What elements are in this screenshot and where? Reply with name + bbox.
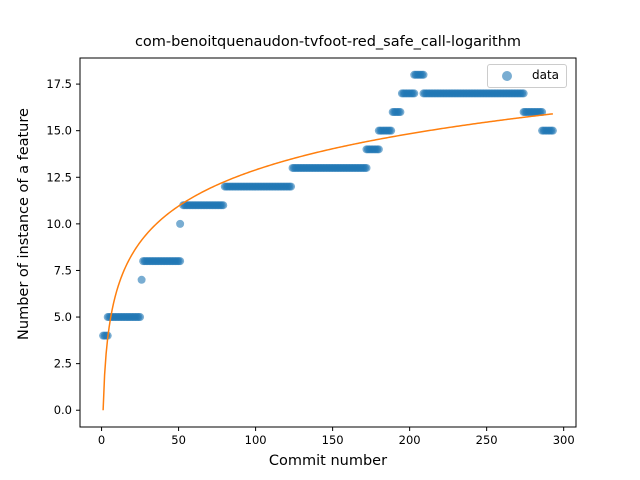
plot-area: [80, 58, 576, 427]
x-tick-label: 200: [399, 433, 421, 447]
x-tick-label: 0: [98, 433, 105, 447]
x-tick-label: 100: [245, 433, 267, 447]
data-point: [137, 275, 146, 284]
x-tick-label: 150: [322, 433, 344, 447]
data-point: [519, 89, 528, 98]
y-tick-label: 0.0: [54, 403, 72, 417]
y-tick-label: 17.5: [46, 77, 72, 91]
x-axis-label: Commit number: [268, 453, 388, 469]
y-tick-label: 2.5: [54, 357, 72, 371]
data-point: [176, 257, 185, 266]
data-point: [362, 163, 371, 172]
y-tick-label: 10.0: [46, 217, 72, 231]
data-points: [99, 70, 557, 340]
y-tick-label: 5.0: [54, 310, 72, 324]
y-tick-label: 12.5: [46, 170, 72, 184]
x-axis-ticks: 0 50 100 150 200 250 300: [98, 427, 575, 447]
axes-border: [79, 57, 577, 428]
data-point: [287, 182, 296, 191]
x-tick-label: 50: [171, 433, 186, 447]
legend-marker-data: [502, 71, 512, 81]
y-tick-label: 15.0: [46, 124, 72, 138]
data-point: [419, 70, 428, 79]
chart-title: com-benoitquenaudon-tvfoot-red_safe_call…: [134, 34, 522, 50]
axes-frame: [79, 57, 577, 428]
data-point: [387, 126, 396, 135]
legend-label-data: data: [532, 68, 560, 82]
data-point: [410, 89, 419, 98]
plot-background: [80, 58, 576, 427]
y-tick-label: 7.5: [54, 263, 72, 277]
data-point: [219, 201, 228, 210]
data-point: [396, 108, 405, 117]
data-point: [548, 126, 557, 135]
data-point: [374, 145, 383, 154]
legend: data: [487, 64, 567, 88]
x-tick-label: 300: [553, 433, 575, 447]
data-point: [136, 313, 145, 322]
x-tick-label: 250: [476, 433, 498, 447]
data-point: [176, 219, 185, 228]
fit-line: [102, 113, 553, 411]
y-axis-label: Number of instance of a feature: [16, 108, 32, 340]
y-axis-ticks: 0.0 2.5 5.0 7.5 10.0 12.5 15.0 17.5: [46, 77, 80, 417]
data-point: [538, 108, 547, 117]
